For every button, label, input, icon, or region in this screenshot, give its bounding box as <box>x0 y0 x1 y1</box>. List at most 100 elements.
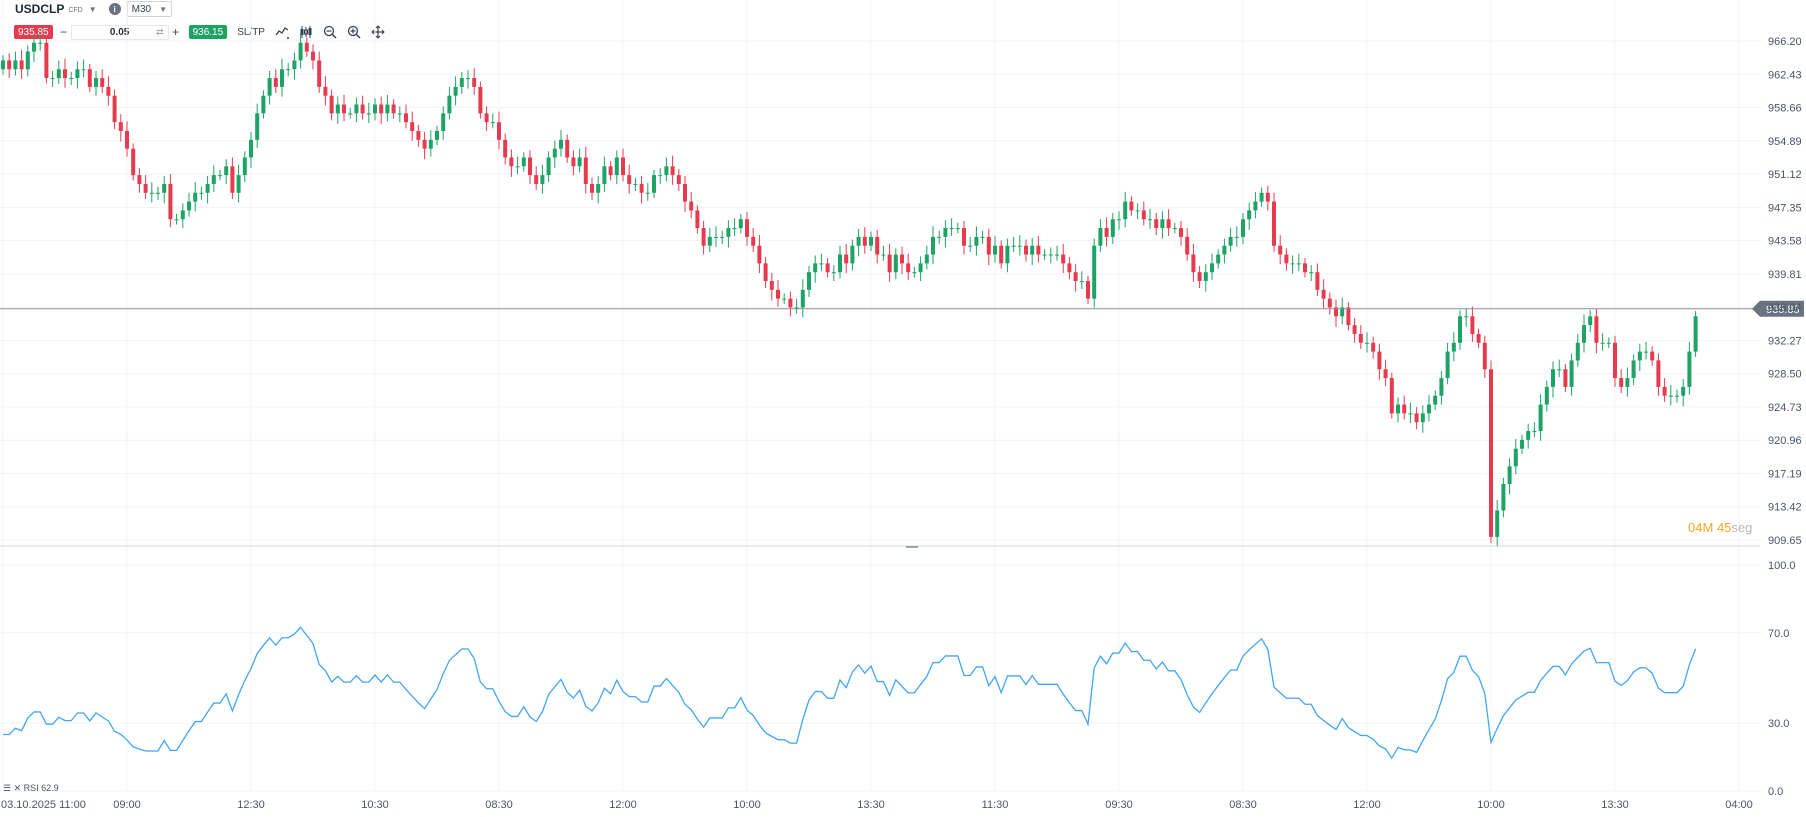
candle <box>856 228 861 257</box>
candle <box>980 230 985 244</box>
candle <box>838 245 842 279</box>
candle <box>1259 187 1264 207</box>
candle <box>1402 395 1407 420</box>
candle <box>1681 378 1686 407</box>
candle <box>1321 279 1326 309</box>
price-tick-label: 928.50 <box>1768 369 1802 381</box>
swap-icon[interactable]: ⇄ <box>156 26 164 37</box>
price-axis[interactable]: 966.20 962.43 958.66 954.89 951.12 947.35 943.… <box>1768 36 1802 547</box>
candle <box>373 98 377 121</box>
lot-size-input[interactable]: 0.05 ⇄ <box>70 24 169 40</box>
indicator-settings-icon[interactable]: ☰ <box>3 783 12 793</box>
candle <box>1414 407 1419 430</box>
candle <box>100 69 105 94</box>
zoom-out-icon[interactable] <box>323 25 337 39</box>
price-tick-label: 920.96 <box>1768 435 1802 447</box>
price-tick-label: 947.35 <box>1768 202 1802 214</box>
close-icon[interactable]: ✕ <box>13 783 22 793</box>
candle <box>1247 202 1252 230</box>
candle <box>757 235 762 274</box>
candle <box>986 228 991 266</box>
candle <box>379 96 384 124</box>
candle <box>156 186 160 200</box>
candle <box>422 131 427 160</box>
candle <box>1656 353 1661 396</box>
candle <box>565 134 570 163</box>
candle <box>1613 335 1617 387</box>
time-tick-label: 10:30 <box>361 799 389 811</box>
candle <box>931 226 935 265</box>
price-tick-label: 917.19 <box>1768 468 1802 480</box>
time-tick-label: 04:00 <box>1725 799 1753 811</box>
candle <box>335 96 340 124</box>
info-icon[interactable]: i <box>108 3 121 15</box>
candle <box>13 51 18 76</box>
candle <box>81 59 86 78</box>
candle <box>218 169 222 181</box>
candle <box>1476 328 1481 349</box>
line-chart-icon[interactable] <box>275 25 289 39</box>
candle <box>348 108 353 119</box>
candle <box>94 71 98 96</box>
candle <box>974 226 979 256</box>
candle <box>1427 394 1431 422</box>
candle <box>149 182 154 203</box>
candle <box>44 37 49 84</box>
rsi-axis[interactable]: 100.0 70.0 30.0 0.0 <box>1768 560 1796 798</box>
symbol-dropdown-icon[interactable]: ▼ <box>88 4 97 14</box>
candle <box>1445 342 1450 385</box>
candle <box>999 240 1004 269</box>
rsi-series <box>3 626 1697 760</box>
candle <box>707 228 712 252</box>
candle <box>1377 343 1382 380</box>
candle <box>1234 226 1239 247</box>
lot-decrease-button[interactable]: − <box>60 25 68 39</box>
candle <box>1352 318 1357 343</box>
candle <box>32 34 36 63</box>
buy-price-button[interactable]: 936.15 <box>188 25 228 39</box>
candle <box>1098 219 1103 252</box>
candles-icon[interactable] <box>299 25 313 39</box>
candle <box>1179 221 1183 246</box>
candle <box>528 150 532 184</box>
candle <box>63 58 67 88</box>
time-tick-label: 11:30 <box>982 799 1009 811</box>
candle <box>112 89 117 130</box>
candle <box>521 152 526 172</box>
candle <box>1148 208 1152 229</box>
candle <box>1588 310 1593 333</box>
candle <box>540 164 545 194</box>
candle <box>1650 346 1655 366</box>
symbol-name[interactable]: USDCLP <box>15 2 65 16</box>
candle <box>1532 422 1537 438</box>
candle <box>1241 213 1245 244</box>
lot-increase-button[interactable]: + <box>172 25 180 39</box>
candle <box>1061 243 1066 274</box>
candle <box>738 213 743 234</box>
candle <box>726 220 731 248</box>
sell-price-button[interactable]: 935.85 <box>14 25 53 39</box>
chevron-down-icon: ▼ <box>159 4 168 14</box>
candle <box>1687 341 1692 395</box>
price-tick-label: 939.81 <box>1768 269 1802 281</box>
time-tick-label: 12:30 <box>237 799 265 811</box>
candle <box>497 111 501 150</box>
candle <box>1228 228 1233 252</box>
time-axis[interactable]: 03.10.2025 11:00 09:00 12:30 10:30 08:30 12:0… <box>1 799 1753 811</box>
candle <box>906 253 911 281</box>
current-price-badge-label: 935.85 <box>1766 304 1800 316</box>
candle <box>1222 238 1227 264</box>
candle <box>819 253 824 272</box>
candle <box>1296 253 1301 272</box>
candle <box>1327 292 1332 315</box>
candle <box>106 76 111 106</box>
time-tick-label: 10:00 <box>733 799 761 811</box>
candle <box>1086 275 1090 304</box>
crosshair-move-icon[interactable] <box>371 25 385 39</box>
candle <box>813 255 818 283</box>
candle <box>1420 405 1425 433</box>
rsi-value-label: RSI 62.9 <box>23 783 59 793</box>
candle <box>552 140 557 169</box>
zoom-in-icon[interactable] <box>347 25 361 39</box>
